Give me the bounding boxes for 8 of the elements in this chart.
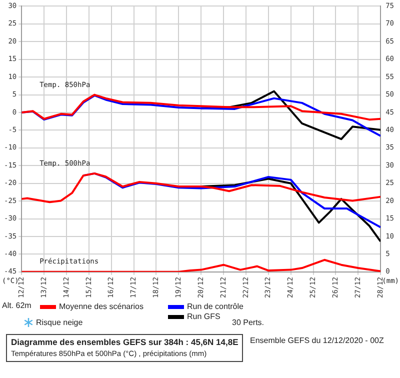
text: 30 Perts. bbox=[232, 318, 264, 327]
text: Diagramme des ensembles GEFS sur 384h : 45,6N 14,8E bbox=[11, 336, 238, 348]
text: Risque neige bbox=[36, 318, 83, 327]
legend-label: Run GFS bbox=[187, 312, 220, 321]
text: Alt. 62m bbox=[2, 301, 32, 310]
legend-label: Run de contrôle bbox=[187, 302, 244, 311]
legend-label: Moyenne des scénarios bbox=[59, 302, 144, 311]
text: Ensemble GEFS du 12/12/2020 - 00Z bbox=[250, 336, 384, 345]
